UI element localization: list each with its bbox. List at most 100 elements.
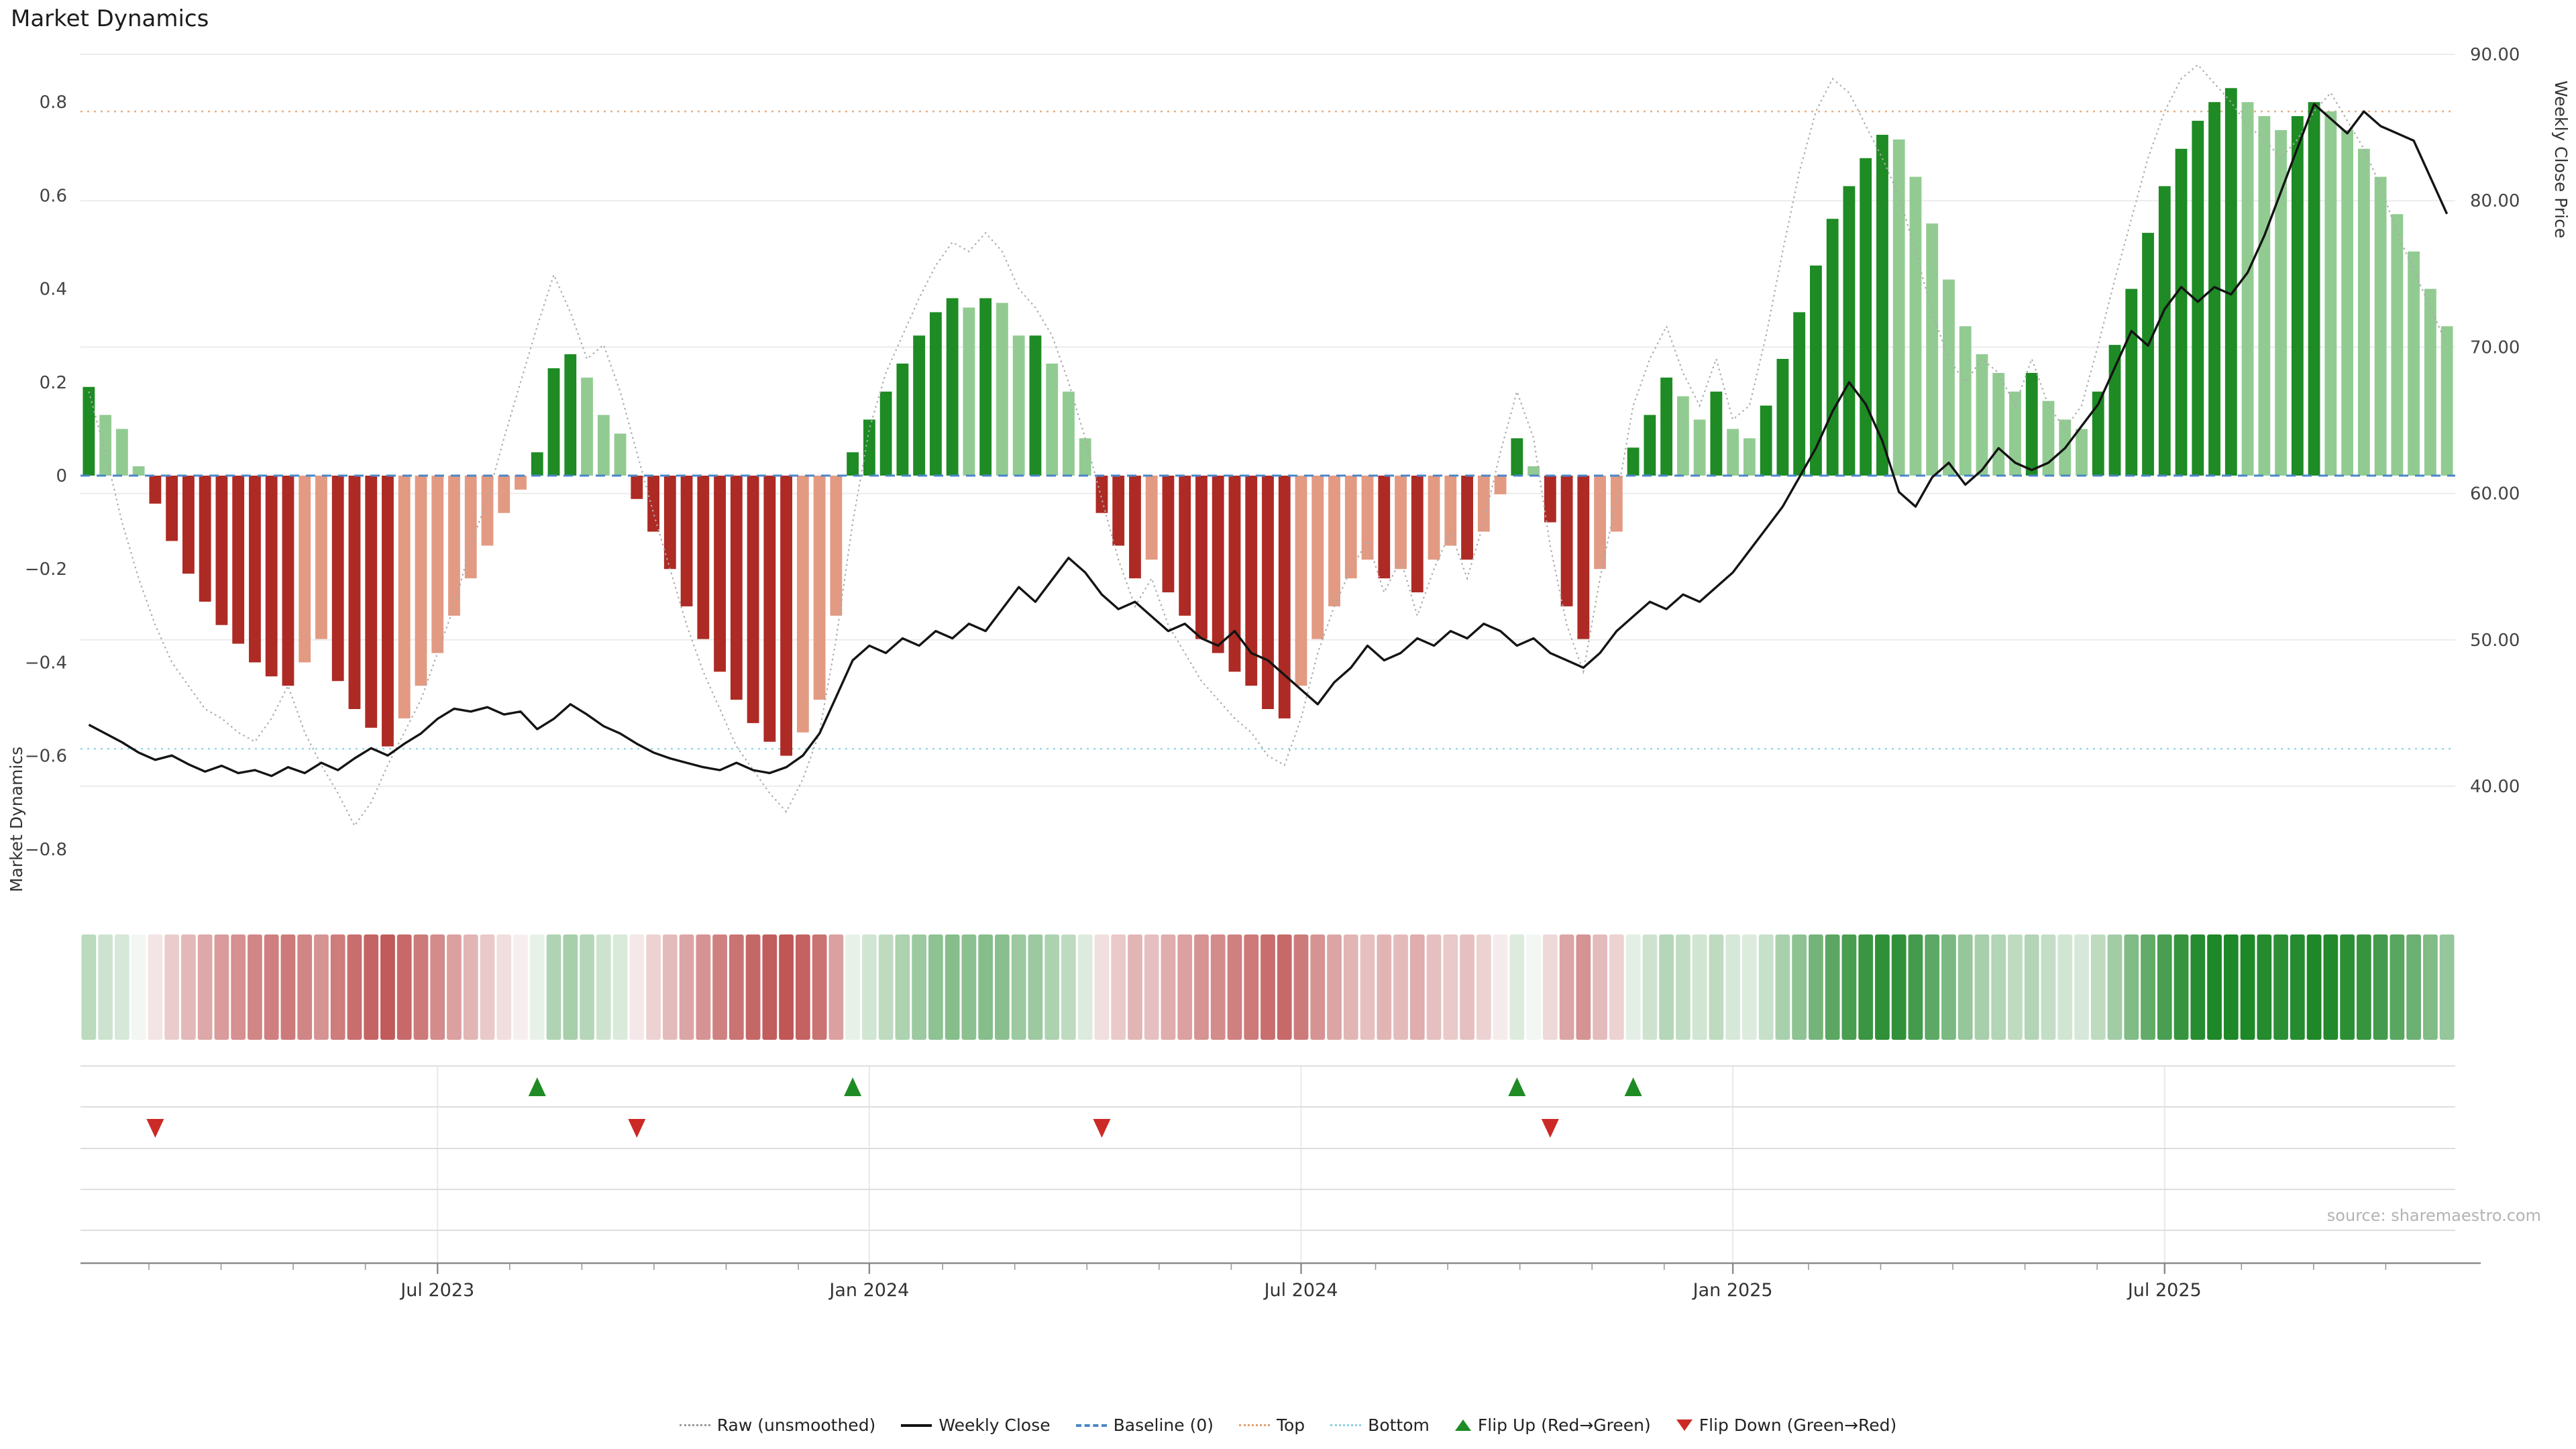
x-tick-label: Jul 2023: [399, 1280, 474, 1301]
heatmap-cell: [2306, 934, 2322, 1040]
heatmap-cell: [1443, 934, 1458, 1040]
bar: [1527, 466, 1540, 476]
bar: [515, 476, 527, 490]
bar: [265, 476, 278, 677]
dynamics-bars: [83, 88, 2453, 756]
heatmap-cell: [961, 934, 977, 1040]
bar: [1095, 476, 1108, 513]
bar: [697, 476, 710, 639]
bar: [481, 476, 494, 546]
heatmap-cell: [2174, 934, 2189, 1040]
bar: [929, 312, 942, 476]
svg-text:−0.2: −0.2: [25, 559, 67, 580]
flip-up-marker: [844, 1077, 862, 1096]
heatmap-cell: [912, 934, 927, 1040]
heatmap-cell: [480, 934, 495, 1040]
heatmap-cell: [629, 934, 645, 1040]
bar: [1860, 158, 1872, 476]
bar: [83, 386, 95, 476]
bar: [215, 476, 228, 625]
bar: [1262, 476, 1274, 709]
bar: [464, 476, 477, 579]
bar: [663, 476, 676, 570]
heatmap-cell: [1194, 934, 1209, 1040]
bar: [1760, 405, 1772, 476]
bar: [1810, 265, 1822, 476]
bar: [1328, 476, 1340, 606]
bar: [1544, 476, 1556, 523]
heatmap-cell: [1493, 934, 1508, 1040]
bar: [1743, 438, 1756, 476]
heatmap-cell: [1692, 934, 1707, 1040]
bar: [1959, 326, 1972, 476]
heatmap-cell: [1377, 934, 1392, 1040]
bar: [2224, 88, 2237, 476]
top-line-swatch: [1238, 1424, 1270, 1426]
bar: [1727, 429, 1739, 476]
bar: [1411, 476, 1424, 592]
bar: [847, 452, 859, 476]
raw-line-swatch: [679, 1424, 710, 1426]
heatmap-strip: [81, 934, 2455, 1040]
svg-text:50.00: 50.00: [2470, 631, 2520, 651]
heatmap-cell: [496, 934, 512, 1040]
heatmap-cell: [1957, 934, 1973, 1040]
heatmap-cell: [1094, 934, 1110, 1040]
heatmap-cell: [1908, 934, 1923, 1040]
heatmap-cell: [1875, 934, 1890, 1040]
heatmap-cell: [1460, 934, 1474, 1040]
bar: [946, 298, 959, 476]
heatmap-cell: [98, 934, 113, 1040]
bar: [282, 476, 294, 686]
heatmap-cell: [115, 934, 129, 1040]
bar: [2391, 214, 2404, 476]
bar: [2341, 129, 2354, 476]
bar: [166, 476, 178, 541]
bar: [2142, 233, 2154, 476]
heatmap-cell: [646, 934, 661, 1040]
svg-text:0.6: 0.6: [40, 186, 67, 206]
heatmap-cell: [1028, 934, 1043, 1040]
right-axis-ticks: 90.00 80.00 70.00 60.00 50.00 40.00: [2470, 45, 2520, 797]
lower-band-gridlines: [437, 1066, 2165, 1263]
heatmap-cell: [1044, 934, 1060, 1040]
heatmap-cell: [2439, 934, 2455, 1040]
heatmap-cell: [364, 934, 379, 1040]
heatmap-cell: [596, 934, 611, 1040]
heatmap-cell: [2406, 934, 2421, 1040]
bar: [1843, 186, 1856, 476]
heatmap-cell: [1061, 934, 1076, 1040]
heatmap-cell: [1011, 934, 1026, 1040]
heatmap-cell: [1941, 934, 1956, 1040]
heatmap-cell: [679, 934, 694, 1040]
bar: [1228, 476, 1241, 672]
flip-down-marker: [146, 1119, 164, 1138]
bar: [564, 354, 577, 476]
heatmap-cell: [1277, 934, 1292, 1040]
bar: [1976, 354, 1988, 476]
heatmap-cell: [1161, 934, 1176, 1040]
bar: [448, 476, 460, 616]
bar: [2324, 111, 2337, 476]
heatmap-cell: [1244, 934, 1259, 1040]
bar: [763, 476, 776, 742]
bar: [631, 476, 643, 499]
bar: [547, 368, 560, 476]
bottom-line-swatch: [1330, 1424, 1362, 1426]
heatmap-cell: [1792, 934, 1807, 1040]
heatmap-cell: [1360, 934, 1375, 1040]
bar: [149, 476, 162, 504]
legend-item-top: Top: [1238, 1415, 1305, 1435]
heatmap-cell: [662, 934, 678, 1040]
heatmap-cell: [928, 934, 943, 1040]
svg-text:0.2: 0.2: [40, 373, 67, 393]
heatmap-cell: [1576, 934, 1591, 1040]
svg-text:40.00: 40.00: [2470, 777, 2520, 797]
svg-text:0.4: 0.4: [40, 280, 67, 300]
heatmap-cell: [2422, 934, 2438, 1040]
svg-text:70.00: 70.00: [2470, 337, 2520, 358]
bar: [2158, 186, 2171, 476]
bar: [996, 303, 1008, 476]
bar: [2308, 102, 2320, 476]
svg-text:0.8: 0.8: [40, 93, 67, 113]
